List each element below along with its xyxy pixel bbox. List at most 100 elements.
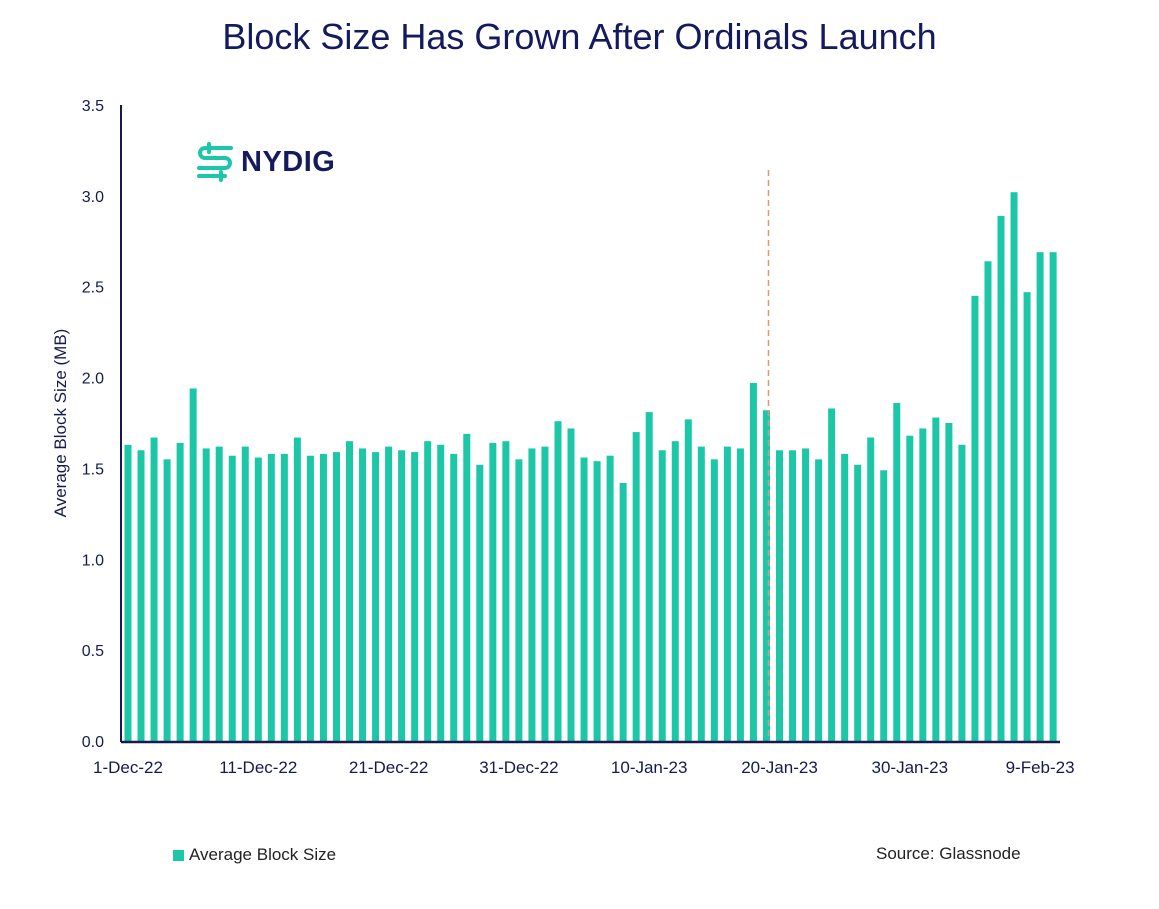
bar — [463, 433, 471, 741]
y-tick-label: 3.5 — [82, 98, 104, 115]
bar — [541, 446, 549, 741]
bar — [1049, 252, 1057, 741]
bar — [906, 435, 914, 741]
nydig-logo: NYDIG — [195, 142, 335, 182]
bar — [502, 441, 510, 741]
bar — [749, 383, 757, 741]
bar — [398, 450, 406, 741]
bar — [293, 437, 301, 741]
bar — [723, 446, 731, 741]
y-tick-label: 1.0 — [82, 552, 104, 569]
y-axis-label: Average Block Size (MB) — [51, 329, 70, 518]
bar — [841, 453, 849, 741]
x-axis-ticks: 1-Dec-22 11-Dec-22 21-Dec-22 31-Dec-22 10-Ja… — [93, 758, 1075, 777]
legend-label: Average Block Size — [189, 845, 337, 864]
bar — [776, 450, 783, 741]
bar — [1023, 292, 1031, 741]
y-tick-label: 0.5 — [82, 643, 104, 660]
bar — [176, 442, 184, 741]
x-tick-label: 31-Dec-22 — [479, 758, 558, 777]
bar — [645, 412, 653, 741]
bar — [710, 459, 718, 741]
bar — [476, 464, 484, 741]
bar — [515, 459, 523, 741]
bar — [828, 408, 836, 741]
bar — [815, 459, 823, 741]
y-tick-label: 0.0 — [82, 734, 104, 751]
bar — [867, 437, 875, 741]
bar — [215, 446, 223, 741]
bar — [984, 261, 992, 741]
bar — [919, 428, 927, 741]
bar — [971, 295, 979, 741]
bar — [997, 215, 1005, 742]
y-tick-label: 3.0 — [82, 189, 104, 206]
y-tick-label: 2.5 — [82, 280, 104, 297]
bar — [450, 453, 458, 741]
bar — [385, 446, 393, 741]
bars-group — [124, 192, 1057, 742]
bar — [854, 464, 862, 741]
bar — [202, 448, 210, 741]
bar — [241, 446, 249, 741]
bar — [437, 444, 445, 741]
bar — [163, 459, 171, 741]
x-tick-label: 11-Dec-22 — [219, 758, 297, 777]
y-tick-label: 1.5 — [82, 461, 104, 478]
bar — [658, 450, 666, 741]
bar — [593, 461, 601, 741]
bar — [150, 437, 158, 741]
bar — [359, 448, 367, 741]
bar — [346, 441, 354, 741]
bar — [762, 410, 770, 741]
bar — [1010, 192, 1018, 742]
y-tick-label: 2.0 — [82, 371, 104, 388]
source-note: Source: Glassnode — [876, 844, 1021, 863]
legend-swatch — [173, 849, 184, 861]
bar — [137, 450, 145, 741]
bar — [632, 432, 640, 741]
bar — [267, 453, 275, 741]
bar — [228, 455, 236, 741]
bar — [528, 448, 536, 741]
bar — [619, 482, 627, 741]
bar — [580, 457, 588, 741]
bar — [1036, 252, 1044, 741]
bar — [489, 442, 497, 741]
bar — [306, 455, 314, 741]
bar — [332, 452, 340, 741]
bar — [411, 452, 419, 741]
x-tick-label: 10-Jan-23 — [611, 758, 688, 777]
bar — [189, 388, 197, 741]
bar — [697, 446, 705, 741]
bar — [424, 441, 432, 741]
x-tick-label: 30-Jan-23 — [872, 758, 949, 777]
x-tick-label: 9-Feb-23 — [1006, 758, 1075, 777]
bar — [372, 452, 380, 741]
bar — [254, 457, 262, 741]
bar — [802, 448, 810, 741]
bar — [880, 470, 888, 741]
bar — [319, 453, 327, 741]
bar — [893, 403, 901, 741]
legend: Average Block Size — [173, 845, 336, 865]
bar — [958, 444, 966, 741]
bar — [606, 455, 614, 741]
x-tick-label: 20-Jan-23 — [741, 758, 818, 777]
bar — [124, 444, 132, 741]
bar — [554, 421, 562, 741]
bar — [789, 450, 797, 741]
bar — [684, 419, 692, 741]
chart-title: Block Size Has Grown After Ordinals Laun… — [222, 16, 937, 57]
bar — [945, 423, 953, 741]
bar — [567, 428, 575, 741]
y-axis-ticks: 0.0 0.5 1.0 1.5 2.0 2.5 3.0 3.5 — [82, 98, 104, 751]
bar — [736, 448, 744, 741]
nydig-logo-icon — [197, 142, 233, 182]
bar — [932, 417, 940, 741]
logo-text: NYDIG — [241, 145, 336, 178]
bar — [280, 453, 288, 741]
x-tick-label: 21-Dec-22 — [349, 758, 428, 777]
bar — [671, 441, 679, 741]
